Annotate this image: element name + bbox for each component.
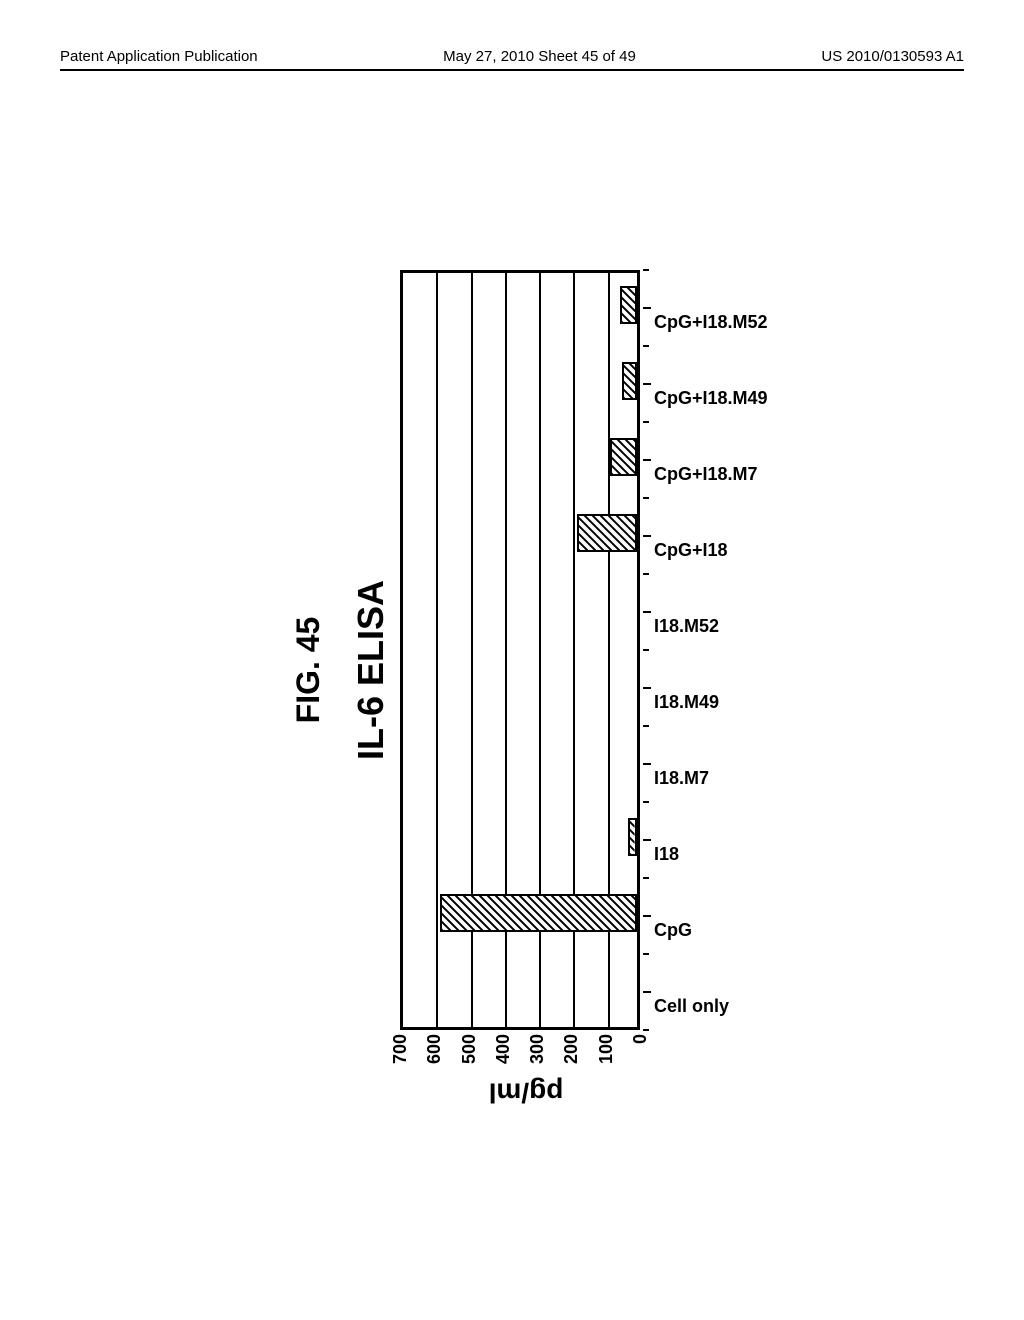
bar [622,362,637,400]
x-tick [643,801,649,803]
gridline [436,273,438,1027]
header-left: Patent Application Publication [60,48,258,65]
x-tick-label: CpG+I18.M52 [654,312,768,333]
bar [610,438,637,476]
x-tick [643,877,649,879]
bar [628,818,637,856]
figure-rotated-container: FIG. 45 IL-6 ELISA pg/ml 010020030040050… [20,430,1000,910]
page-header: Patent Application Publication May 27, 2… [0,48,1024,71]
x-tick [643,1029,649,1031]
x-tick-label: CpG+I18.M49 [654,388,768,409]
x-tick-label: I18.M52 [654,616,719,637]
x-tick-label: I18 [654,844,679,865]
x-tick [643,535,651,537]
x-tick-label: CpG+I18 [654,540,728,561]
x-tick-label: Cell only [654,996,729,1017]
x-tick [643,459,651,461]
x-tick-label: I18.M49 [654,692,719,713]
y-tick-label: 200 [561,1034,582,1078]
figure-inner: FIG. 45 IL-6 ELISA pg/ml 0 100 200 300 400 50… [270,180,750,1160]
x-tick [643,307,651,309]
x-tick [643,953,649,955]
x-tick [643,497,649,499]
x-tick [643,915,651,917]
x-tick [643,763,651,765]
x-tick-label: CpG+I18.M7 [654,464,758,485]
y-axis-label: pg/ml [489,1077,564,1109]
y-tick-label: 700 [390,1034,411,1078]
bar [577,514,637,552]
x-tick [643,687,651,689]
chart-title: IL-6 ELISA [350,580,392,760]
figure-label: FIG. 45 [290,617,327,724]
x-tick [643,269,649,271]
bar [440,894,637,932]
x-tick-label: CpG [654,920,692,941]
x-tick [643,421,649,423]
y-tick-label: 500 [459,1034,480,1078]
y-tick-label: 0 [630,1034,651,1078]
y-tick-label: 600 [424,1034,445,1078]
header-center: May 27, 2010 Sheet 45 of 49 [443,48,636,65]
x-tick-label: I18.M7 [654,768,709,789]
y-tick-label: 100 [596,1034,617,1078]
bar [620,286,637,324]
x-tick [643,839,651,841]
y-tick-label: 300 [527,1034,548,1078]
x-tick [643,991,651,993]
header-right: US 2010/0130593 A1 [821,48,964,65]
x-tick [643,573,649,575]
x-tick [643,725,649,727]
x-tick [643,649,649,651]
plot-area [400,270,640,1030]
x-tick [643,611,651,613]
x-tick [643,345,649,347]
x-tick [643,383,651,385]
header-rule [60,69,964,71]
y-tick-label: 400 [493,1034,514,1078]
